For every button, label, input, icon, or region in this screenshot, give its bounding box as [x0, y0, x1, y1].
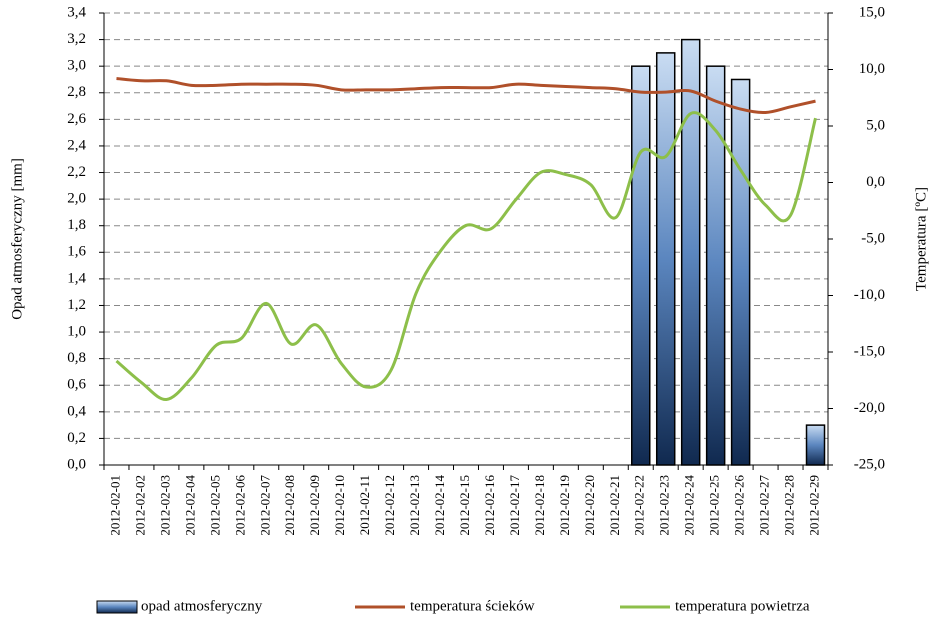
- bar: [805, 424, 826, 466]
- x-tick-label: 2012-02-15: [457, 475, 472, 536]
- y-tick-label: 1,2: [67, 297, 86, 313]
- x-tick-label: 2012-02-18: [532, 475, 547, 536]
- y2-tick-label: -15,0: [854, 343, 885, 359]
- x-tick-label: 2012-02-20: [582, 475, 597, 536]
- x-tick-label: 2012-02-03: [157, 475, 172, 536]
- x-tick-label: 2012-02-16: [482, 475, 497, 536]
- x-tick-label: 2012-02-17: [507, 475, 522, 536]
- y2-tick-label: -20,0: [854, 400, 885, 416]
- bar: [655, 52, 676, 466]
- y-tick-label: 2,8: [67, 84, 86, 100]
- legend-swatch: [96, 600, 138, 614]
- x-tick-label: 2012-02-08: [282, 475, 297, 536]
- x-tick-label: 2012-02-09: [307, 475, 322, 536]
- x-tick-label: 2012-02-21: [607, 475, 622, 536]
- x-tick-label: 2012-02-02: [132, 475, 147, 536]
- y-tick-label: 3,2: [67, 31, 86, 47]
- x-tick-label: 2012-02-05: [207, 475, 222, 536]
- x-tick-label: 2012-02-11: [357, 475, 372, 535]
- y2-tick-label: 0,0: [866, 174, 885, 190]
- x-tick-label: 2012-02-01: [107, 475, 122, 536]
- bar: [680, 38, 701, 466]
- y2-tick-label: -10,0: [854, 287, 885, 303]
- x-tick-label: 2012-02-10: [332, 475, 347, 536]
- x-tick-label: 2012-02-14: [432, 475, 447, 536]
- legend-label: opad atmosferyczny: [141, 598, 263, 614]
- x-tick-label: 2012-02-12: [382, 475, 397, 536]
- y2-tick-label: 15,0: [859, 4, 885, 20]
- y-axis-title: Opad atmosferyczny [mm]: [9, 158, 25, 320]
- line: [116, 77, 816, 114]
- y2-tick-label: -25,0: [854, 456, 885, 472]
- y2-tick-label: 5,0: [866, 117, 885, 133]
- x-tick-label: 2012-02-13: [407, 475, 422, 536]
- y-tick-label: 0,8: [67, 350, 86, 366]
- y-tick-label: 3,0: [67, 58, 86, 74]
- y2-tick-label: 10,0: [859, 61, 885, 77]
- y-tick-label: 2,4: [67, 137, 86, 153]
- x-tick-label: 2012-02-04: [182, 475, 197, 536]
- x-tick-label: 2012-02-07: [257, 475, 272, 536]
- x-tick-label: 2012-02-26: [732, 475, 747, 536]
- x-tick-label: 2012-02-24: [682, 475, 697, 536]
- x-tick-label: 2012-02-25: [707, 475, 722, 536]
- y-tick-label: 0,6: [67, 377, 86, 393]
- y2-axis-title: Temperatura [ºC]: [913, 187, 929, 291]
- y-tick-label: 2,6: [67, 111, 86, 127]
- x-tick-label: 2012-02-29: [807, 475, 822, 536]
- legend-label: temperatura ścieków: [410, 598, 535, 614]
- x-tick-label: 2012-02-22: [632, 475, 647, 536]
- y-tick-label: 1,6: [67, 244, 86, 260]
- y-tick-label: 2,0: [67, 191, 86, 207]
- y-tick-label: 0,0: [67, 456, 86, 472]
- y-tick-label: 2,2: [67, 164, 86, 180]
- y-tick-label: 1,4: [67, 270, 86, 286]
- bar: [705, 65, 726, 466]
- x-tick-label: 2012-02-28: [782, 475, 797, 536]
- y-tick-label: 1,8: [67, 217, 86, 233]
- bar: [730, 78, 751, 466]
- x-tick-label: 2012-02-27: [757, 475, 772, 536]
- y-tick-label: 0,4: [67, 403, 86, 419]
- y-tick-label: 1,0: [67, 323, 86, 339]
- x-tick-label: 2012-02-06: [232, 475, 247, 536]
- bar: [631, 65, 651, 466]
- y2-tick-label: -5,0: [861, 230, 885, 246]
- y-tick-label: 0,2: [67, 430, 86, 446]
- y-tick-label: 3,4: [67, 4, 86, 20]
- x-tick-label: 2012-02-19: [557, 475, 572, 536]
- line: [115, 111, 817, 401]
- x-tick-label: 2012-02-23: [657, 475, 672, 536]
- legend-label: temperatura powietrza: [675, 598, 810, 614]
